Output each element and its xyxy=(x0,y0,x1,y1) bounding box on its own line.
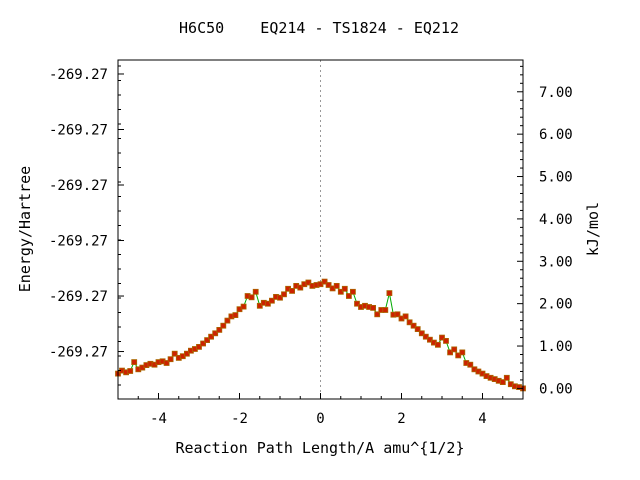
x-tick-label: 0 xyxy=(316,411,324,427)
data-point xyxy=(341,285,348,292)
data-point xyxy=(443,337,449,344)
data-point xyxy=(240,303,247,310)
y2-tick-label: 2.00 xyxy=(539,297,573,313)
data-point xyxy=(200,340,207,347)
data-point xyxy=(459,349,466,356)
y2-tick-label: 3.00 xyxy=(539,254,573,270)
y-tick-label: -269.27 xyxy=(49,345,108,361)
y2-tick-label: 5.00 xyxy=(539,170,573,186)
y2-tick-label: 6.00 xyxy=(539,127,573,143)
axes: -4 -2 0 2 4 -269.27 -269.27 -269.27 -269.27 -269.… xyxy=(49,65,573,427)
data-point xyxy=(345,293,352,299)
data-point xyxy=(374,311,381,318)
data-point xyxy=(349,288,356,295)
data-point xyxy=(297,284,304,291)
data-point xyxy=(204,337,211,344)
data-point xyxy=(499,379,506,386)
data-point xyxy=(325,282,332,288)
y2-tick-label: 0.00 xyxy=(539,381,573,397)
data-point xyxy=(447,349,454,356)
data-point xyxy=(131,359,138,366)
data-point xyxy=(289,287,296,294)
data-point xyxy=(224,317,231,324)
data-point xyxy=(382,307,389,313)
y2-tick-label: 1.00 xyxy=(539,339,573,355)
data-point xyxy=(451,346,458,353)
data-point xyxy=(394,311,401,318)
x-tick-label: -2 xyxy=(231,411,248,427)
data-point xyxy=(434,341,441,348)
data-point xyxy=(439,334,445,341)
data-point xyxy=(305,279,312,286)
data-point xyxy=(268,297,275,304)
data-point xyxy=(402,313,409,320)
y-tick-label: -269.27 xyxy=(49,289,108,305)
data-point xyxy=(163,360,170,366)
data-point xyxy=(277,294,283,301)
y-tick-label: -269.27 xyxy=(49,234,108,250)
data-point xyxy=(256,302,263,309)
data-point xyxy=(220,322,227,329)
data-point xyxy=(281,291,287,298)
data-point xyxy=(171,350,178,357)
x-tick-label: 4 xyxy=(478,411,486,427)
y-tick-label: -269.27 xyxy=(49,67,108,83)
data-point xyxy=(467,361,474,368)
data-point xyxy=(167,356,174,363)
data-point xyxy=(252,288,259,295)
y2-tick-label: 4.00 xyxy=(539,212,573,228)
data-point xyxy=(386,290,393,297)
data-point xyxy=(196,343,202,350)
data-points xyxy=(115,278,526,392)
data-point xyxy=(216,326,223,333)
data-point xyxy=(422,333,429,340)
y2-tick-label: 7.00 xyxy=(539,85,573,101)
y-axis-label: Energy/Hartree xyxy=(16,166,34,292)
data-point xyxy=(212,330,219,337)
data-point xyxy=(503,374,510,381)
data-point xyxy=(414,326,421,333)
data-point xyxy=(183,350,190,357)
data-point xyxy=(337,288,344,295)
y-tick-label: -269.27 xyxy=(49,122,108,138)
data-point xyxy=(455,352,462,359)
chart-title: H6C50 EQ214 - TS1824 - EQ212 xyxy=(179,19,459,37)
x-tick-label: 2 xyxy=(397,411,405,427)
data-point xyxy=(406,319,413,326)
data-point xyxy=(248,294,255,301)
x-axis-label: Reaction Path Length/A amu^{1/2} xyxy=(176,439,465,457)
y2-axis-label: kJ/mol xyxy=(584,202,602,256)
data-point xyxy=(208,333,215,340)
data-point xyxy=(321,278,328,285)
data-point xyxy=(354,300,360,307)
data-point xyxy=(232,312,239,319)
y-tick-label: -269.27 xyxy=(49,178,108,194)
data-point xyxy=(370,304,377,311)
x-tick-label: -4 xyxy=(150,411,167,427)
data-point xyxy=(418,330,425,337)
data-point xyxy=(127,368,134,374)
data-point xyxy=(264,300,271,307)
data-point xyxy=(333,282,340,289)
data-point xyxy=(410,322,417,329)
